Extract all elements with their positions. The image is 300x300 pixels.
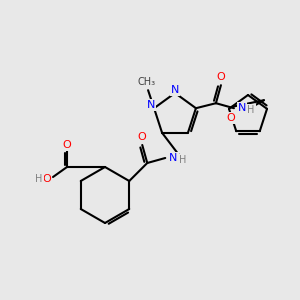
Text: N: N	[238, 103, 246, 113]
Text: O: O	[226, 113, 235, 123]
Text: H: H	[178, 155, 186, 165]
Text: N: N	[169, 153, 177, 163]
Text: O: O	[63, 140, 71, 150]
Text: O: O	[217, 72, 225, 82]
Text: N: N	[171, 85, 179, 95]
Text: H: H	[247, 105, 255, 115]
Text: O: O	[43, 174, 51, 184]
Text: N: N	[147, 100, 155, 110]
Text: CH₃: CH₃	[137, 77, 155, 87]
Text: O: O	[138, 132, 147, 142]
Text: H: H	[35, 174, 43, 184]
